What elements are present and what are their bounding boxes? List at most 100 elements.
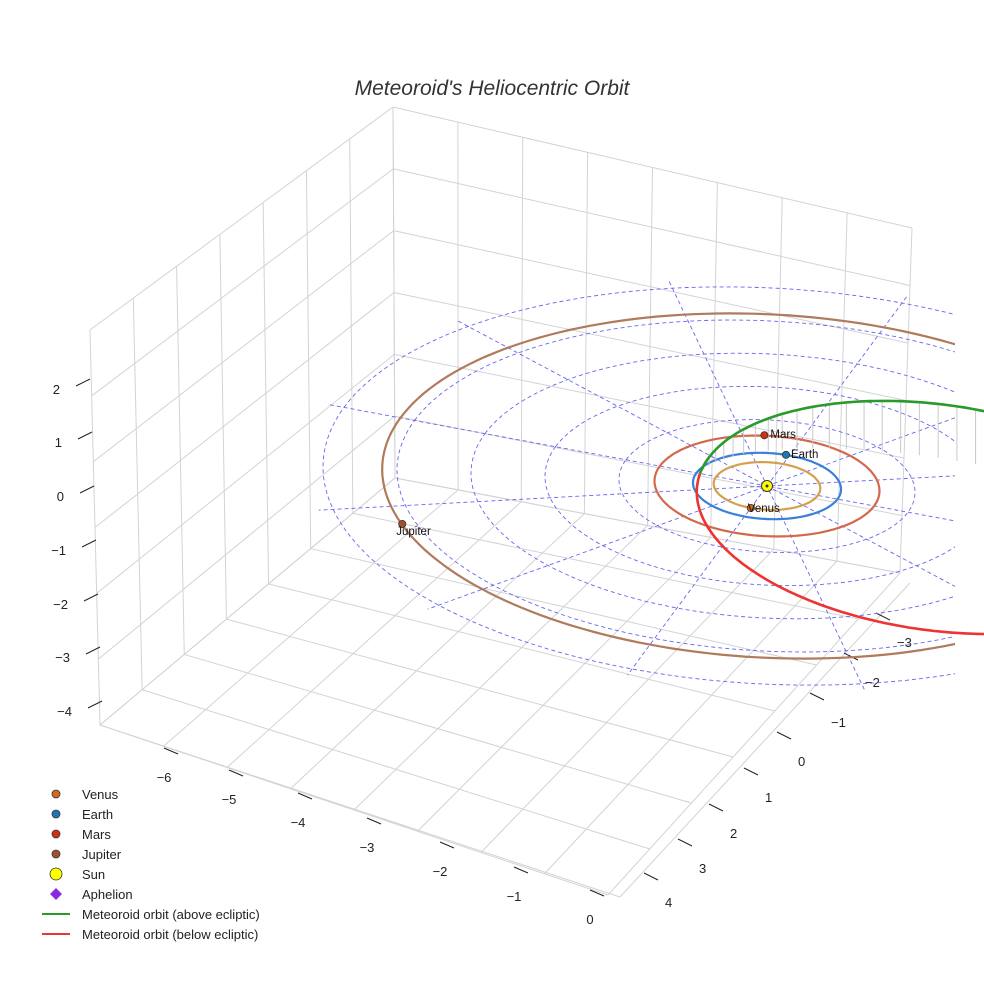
- z-tick: [87, 700, 103, 709]
- planet-orbits: [381, 312, 955, 660]
- x-tick-label: −3: [360, 840, 375, 855]
- meteoroid-orbit: [695, 399, 984, 636]
- ecliptic-spoke: [457, 320, 955, 587]
- x-tick-label: −4: [291, 815, 306, 830]
- ecliptic-spoke: [318, 475, 955, 511]
- mars-label: Mars: [770, 429, 796, 441]
- y-tick: [776, 731, 792, 740]
- y-tick: [809, 692, 825, 701]
- legend-label: Earth: [82, 807, 113, 822]
- z-tick: [79, 485, 95, 494]
- grid-line: [94, 292, 395, 528]
- x-tick: [297, 792, 313, 800]
- y-tick: [743, 767, 759, 776]
- legend-swatch: [49, 867, 63, 881]
- jupiter-marker: [398, 520, 407, 529]
- legend-swatch: [50, 888, 62, 900]
- grid-line: [394, 353, 905, 459]
- z-tick-label: −1: [51, 543, 66, 558]
- meteoroid-orbit-below: [695, 473, 984, 636]
- y-tick-label: −2: [865, 675, 880, 690]
- ecliptic-ring: [396, 319, 955, 653]
- grid-line: [480, 548, 775, 853]
- y-tick-label: −1: [831, 715, 846, 730]
- venus-marker: [746, 503, 755, 512]
- x-tick: [228, 769, 244, 777]
- x-tick-label: 0: [586, 912, 593, 927]
- venus-label: Venus: [748, 503, 780, 515]
- legend-swatch: [51, 829, 61, 839]
- legend-label: Meteoroid orbit (above ecliptic): [82, 907, 260, 922]
- legend: Venus Earth Mars Jupiter Sun Aphelion Meteoroi…: [42, 787, 260, 942]
- z-tick: [77, 431, 93, 440]
- z-tick: [83, 593, 99, 602]
- grid-line: [290, 513, 585, 790]
- jupiter-label: Jupiter: [396, 526, 431, 538]
- z-tick-label: 2: [53, 382, 60, 397]
- z-tick: [81, 539, 97, 548]
- orbit-jupiter: [381, 312, 955, 660]
- x-tick-label: −5: [222, 792, 237, 807]
- axis-ticks: 2 1 0 −1 −2 −3 −4 −6 −5 −4 −3 −2 −1 0 −3 −2 −1 0 1 2 3 4: [51, 378, 912, 927]
- grid-line: [393, 230, 909, 344]
- meteoroid-orbit-above: [698, 399, 984, 475]
- y-tick-label: 4: [665, 895, 672, 910]
- x-tick: [589, 889, 605, 897]
- legend-item: Aphelion: [50, 887, 133, 902]
- ecliptic-ring: [322, 286, 955, 686]
- orbit-earth: [691, 451, 843, 521]
- legend-label: Meteoroid orbit (below ecliptic): [82, 927, 258, 942]
- y-tick-label: 3: [699, 861, 706, 876]
- grid-line: [91, 168, 394, 397]
- grid-line: [93, 230, 394, 463]
- axis-edge: [99, 724, 621, 898]
- legend-swatch: [51, 809, 61, 819]
- y-tick-label: 2: [730, 826, 737, 841]
- mars-marker: [760, 431, 769, 440]
- legend-label: Sun: [82, 867, 105, 882]
- ecliptic-reference-grid: [318, 281, 955, 691]
- legend-label: Mars: [82, 827, 111, 842]
- legend-item: Earth: [51, 807, 113, 822]
- legend-item: Venus: [51, 787, 119, 802]
- grid-line: [544, 560, 838, 875]
- y-tick: [677, 838, 693, 847]
- axis-edge: [619, 582, 911, 898]
- grid-line: [392, 106, 913, 229]
- legend-swatch: [51, 849, 61, 859]
- x-tick: [366, 817, 382, 825]
- legend-label: Jupiter: [82, 847, 122, 862]
- y-tick-label: 1: [765, 790, 772, 805]
- y-tick: [643, 872, 659, 881]
- legend-item: Sun: [49, 867, 105, 882]
- orbit-mars: [653, 434, 881, 538]
- legend-item: Jupiter: [51, 847, 122, 862]
- y-tick-label: 0: [798, 754, 805, 769]
- grid-line: [226, 501, 522, 768]
- grid-line: [96, 353, 395, 594]
- z-tick: [75, 378, 91, 387]
- chart-title: Meteoroid's Heliocentric Orbit: [355, 77, 631, 100]
- x-tick-label: −1: [507, 889, 522, 904]
- legend-swatch: [51, 789, 61, 799]
- grid-line: [393, 168, 911, 286]
- grid-line: [353, 525, 648, 811]
- legend-label: Aphelion: [82, 887, 133, 902]
- ecliptic-spoke: [329, 404, 955, 522]
- x-tick: [439, 841, 455, 849]
- z-tick-label: −2: [53, 597, 68, 612]
- grid-line: [607, 572, 901, 896]
- y-tick: [708, 803, 724, 812]
- z-tick-label: 0: [57, 489, 64, 504]
- ecliptic-ring: [470, 352, 955, 620]
- grid-line: [394, 415, 903, 516]
- z-tick-label: −3: [55, 650, 70, 665]
- grid-line: [89, 106, 394, 331]
- grid-line: [417, 537, 711, 832]
- earth-label: Earth: [791, 449, 819, 461]
- z-tick-label: 1: [55, 435, 62, 450]
- grid-line: [98, 415, 395, 660]
- x-tick: [163, 747, 179, 755]
- x-tick: [513, 866, 529, 874]
